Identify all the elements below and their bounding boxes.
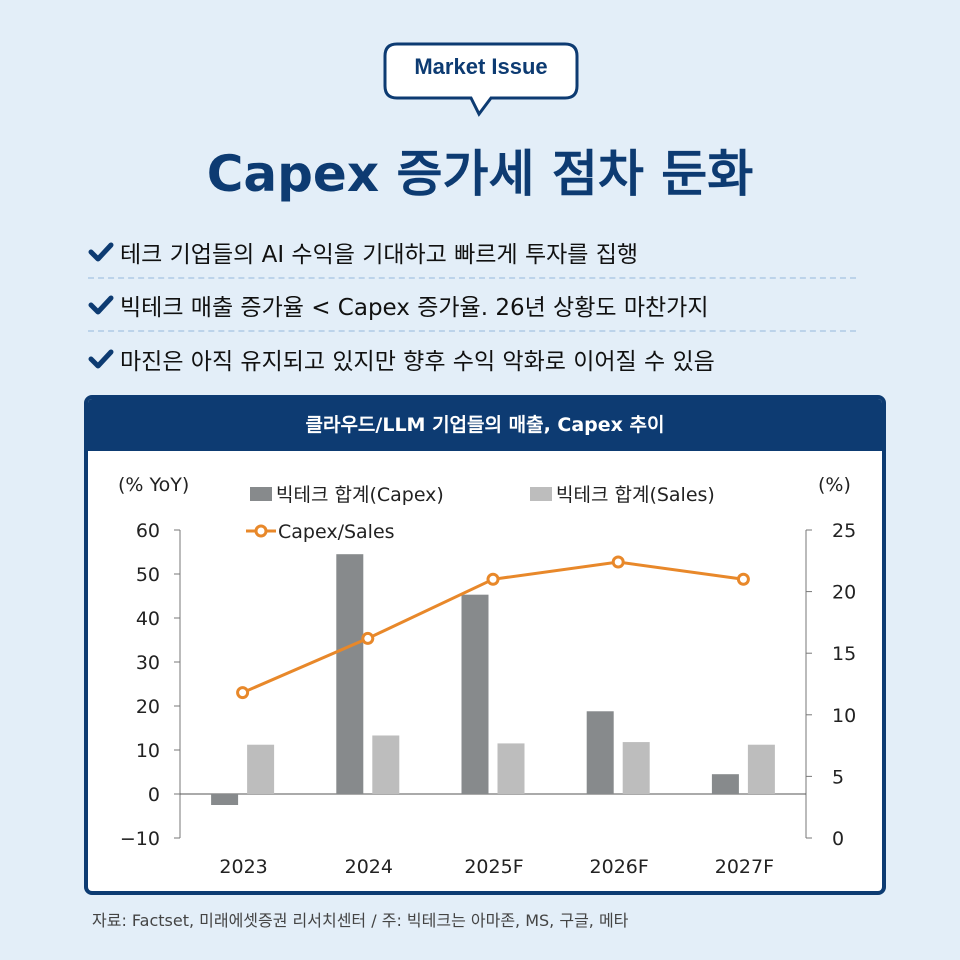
y-right-tick-label: 25 (832, 520, 856, 542)
bullet-text: 마진은 아직 유지되고 있지만 향후 수익 악화로 이어질 수 있음 (120, 348, 715, 375)
sales-bar (372, 735, 400, 794)
x-tick-label: 2027F (715, 856, 774, 878)
x-tick-label: 2025F (464, 856, 523, 878)
y-left-tick-label: 60 (136, 520, 160, 542)
x-tick-label: 2023 (219, 856, 267, 878)
y-left-tick-label: 30 (136, 652, 160, 674)
capex-bar (211, 794, 239, 805)
sales-bar (622, 742, 650, 794)
check-icon (88, 295, 114, 314)
legend-capex-swatch (250, 487, 272, 501)
capex-sales-point (486, 572, 500, 586)
sales-bar (497, 743, 525, 794)
speech-bubble-icon (383, 42, 579, 117)
legend-ratio-label: Capex/Sales (278, 521, 395, 543)
chart-panel: 클라우드/LLM 기업들의 매출, Capex 추이 60 50 40 30 20 10 0… (84, 395, 886, 895)
y-left-tick-label: −10 (120, 828, 160, 850)
capex-bar (461, 594, 489, 794)
y-left-axis-label: (% YoY) (118, 474, 189, 496)
bullet-item: 마진은 아직 유지되고 있지만 향후 수익 악화로 이어질 수 있음 (88, 332, 856, 385)
capex-bar (711, 774, 739, 794)
sales-bar (747, 744, 775, 794)
check-icon (88, 349, 114, 368)
bullet-text: 테크 기업들의 AI 수익을 기대하고 빠르게 투자를 집행 (120, 241, 639, 268)
y-left-tick-label: 10 (136, 740, 160, 762)
capex-sales-point (736, 572, 750, 586)
bullet-item: 빅테크 매출 증가율 < Capex 증가율. 26년 상황도 마찬가지 (88, 279, 856, 332)
x-tick-label: 2026F (590, 856, 649, 878)
source-note: 자료: Factset, 미래에셋증권 리서치센터 / 주: 빅테크는 아마존,… (92, 911, 629, 930)
bullet-list: 테크 기업들의 AI 수익을 기대하고 빠르게 투자를 집행 빅테크 매출 증가… (88, 226, 856, 385)
y-left-tick-label: 0 (148, 784, 160, 806)
capex-sales-point (236, 686, 250, 700)
y-right-tick-label: 15 (832, 643, 856, 665)
legend-ratio-marker (254, 524, 268, 538)
legend-sales-swatch (530, 487, 552, 501)
y-right-tick-label: 20 (832, 582, 856, 604)
chart-title: 클라우드/LLM 기업들의 매출, Capex 추이 (88, 399, 882, 451)
legend-sales-label: 빅테크 합계(Sales) (556, 484, 715, 506)
capex-bar (336, 554, 364, 794)
bullet-item: 테크 기업들의 AI 수익을 기대하고 빠르게 투자를 집행 (88, 226, 856, 279)
capex-bar (586, 711, 614, 794)
capex-sales-point (361, 631, 375, 645)
y-right-axis-label: (%) (818, 474, 851, 496)
page-title: Capex 증가세 점차 둔화 (206, 145, 754, 203)
capex-sales-point (611, 555, 625, 569)
y-right-tick-label: 5 (832, 766, 844, 788)
sales-bar (247, 744, 275, 794)
legend-capex-label: 빅테크 합계(Capex) (276, 484, 444, 506)
check-icon (88, 242, 114, 261)
y-left-tick-label: 40 (136, 608, 160, 630)
bullet-text: 빅테크 매출 증가율 < Capex 증가율. 26년 상황도 마찬가지 (120, 294, 709, 321)
y-right-tick-label: 0 (832, 828, 844, 850)
badge-label: Market Issue (414, 54, 548, 79)
market-issue-badge: Market Issue (383, 42, 579, 117)
y-right-tick-label: 10 (832, 705, 856, 727)
x-tick-label: 2024 (345, 856, 393, 878)
y-left-tick-label: 50 (136, 564, 160, 586)
y-left-tick-label: 20 (136, 696, 160, 718)
